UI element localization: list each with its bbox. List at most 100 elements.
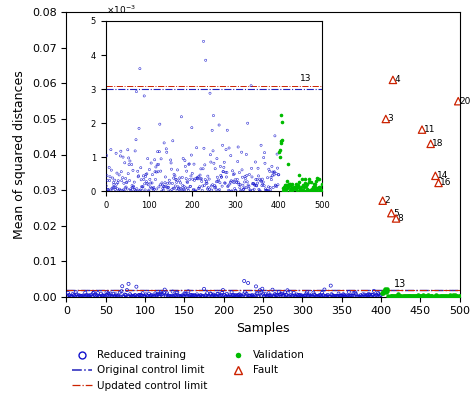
- Point: [246, 292, 254, 299]
- Point: [78, 293, 85, 299]
- Point: [367, 293, 374, 300]
- Point: [310, 291, 318, 298]
- Point: [110, 290, 118, 297]
- Point: [302, 292, 310, 299]
- Point: [348, 293, 356, 299]
- Point: [214, 290, 221, 297]
- Point: [100, 293, 108, 299]
- Point: [328, 292, 336, 298]
- Text: 5: 5: [393, 208, 399, 218]
- Point: [198, 293, 206, 300]
- Point: [311, 292, 319, 298]
- Point: [383, 288, 391, 295]
- Point: [129, 293, 137, 300]
- Point: [406, 293, 413, 300]
- Point: [124, 293, 131, 300]
- Point: [447, 293, 455, 300]
- Point: [281, 291, 288, 298]
- Point: [164, 293, 172, 300]
- Point: [430, 293, 438, 300]
- Point: [343, 292, 350, 299]
- Point: [389, 293, 397, 299]
- Point: [377, 292, 385, 298]
- Point: [84, 293, 91, 300]
- Point: [248, 292, 256, 298]
- Point: [382, 116, 390, 122]
- Point: [259, 290, 267, 297]
- Text: 2: 2: [384, 196, 390, 205]
- Point: [199, 293, 206, 299]
- Point: [331, 293, 338, 299]
- Point: [422, 293, 430, 299]
- Point: [431, 293, 438, 300]
- Point: [147, 293, 155, 299]
- Point: [373, 291, 380, 298]
- Point: [426, 293, 434, 300]
- Point: [210, 293, 218, 299]
- Point: [103, 289, 110, 295]
- Point: [451, 292, 459, 299]
- Point: [308, 293, 316, 300]
- Point: [344, 293, 351, 300]
- Point: [81, 293, 88, 300]
- Point: [139, 290, 146, 297]
- Point: [286, 293, 293, 300]
- Point: [125, 281, 132, 287]
- Point: [402, 293, 410, 300]
- Point: [449, 292, 456, 299]
- Point: [420, 293, 428, 300]
- Point: [277, 291, 284, 298]
- Point: [342, 293, 349, 300]
- Point: [392, 293, 400, 300]
- Point: [425, 293, 433, 299]
- Point: [323, 293, 330, 300]
- Point: [178, 292, 186, 299]
- Point: [68, 293, 76, 300]
- Point: [265, 290, 273, 297]
- Point: [294, 292, 301, 299]
- Point: [292, 293, 299, 300]
- Point: [104, 290, 112, 297]
- Point: [398, 293, 405, 300]
- Point: [128, 293, 136, 300]
- Point: [399, 293, 406, 300]
- Point: [138, 293, 146, 299]
- Point: [217, 293, 224, 300]
- Point: [295, 293, 303, 299]
- Point: [226, 292, 234, 299]
- Point: [107, 290, 114, 297]
- Point: [325, 293, 332, 300]
- Point: [196, 292, 204, 299]
- Point: [400, 293, 408, 300]
- Point: [296, 292, 304, 298]
- Point: [256, 287, 264, 294]
- Point: [228, 289, 236, 295]
- Text: 20: 20: [460, 97, 471, 106]
- Point: [273, 292, 280, 298]
- Point: [385, 293, 393, 300]
- Point: [318, 293, 325, 300]
- Point: [332, 293, 339, 299]
- Point: [325, 293, 333, 300]
- Point: [241, 289, 249, 295]
- Point: [317, 292, 324, 299]
- Point: [411, 293, 419, 300]
- Point: [440, 293, 448, 300]
- Point: [180, 293, 187, 300]
- Point: [420, 293, 428, 300]
- Point: [181, 290, 188, 297]
- Point: [121, 291, 128, 298]
- Point: [263, 293, 271, 300]
- Point: [369, 292, 376, 298]
- Point: [428, 293, 436, 300]
- Point: [115, 293, 123, 300]
- Point: [299, 293, 306, 300]
- Point: [96, 293, 104, 300]
- Point: [188, 293, 195, 300]
- Point: [71, 292, 78, 298]
- Point: [366, 291, 374, 298]
- Point: [74, 293, 82, 300]
- Point: [109, 293, 117, 300]
- Point: [444, 293, 452, 300]
- Point: [236, 291, 243, 297]
